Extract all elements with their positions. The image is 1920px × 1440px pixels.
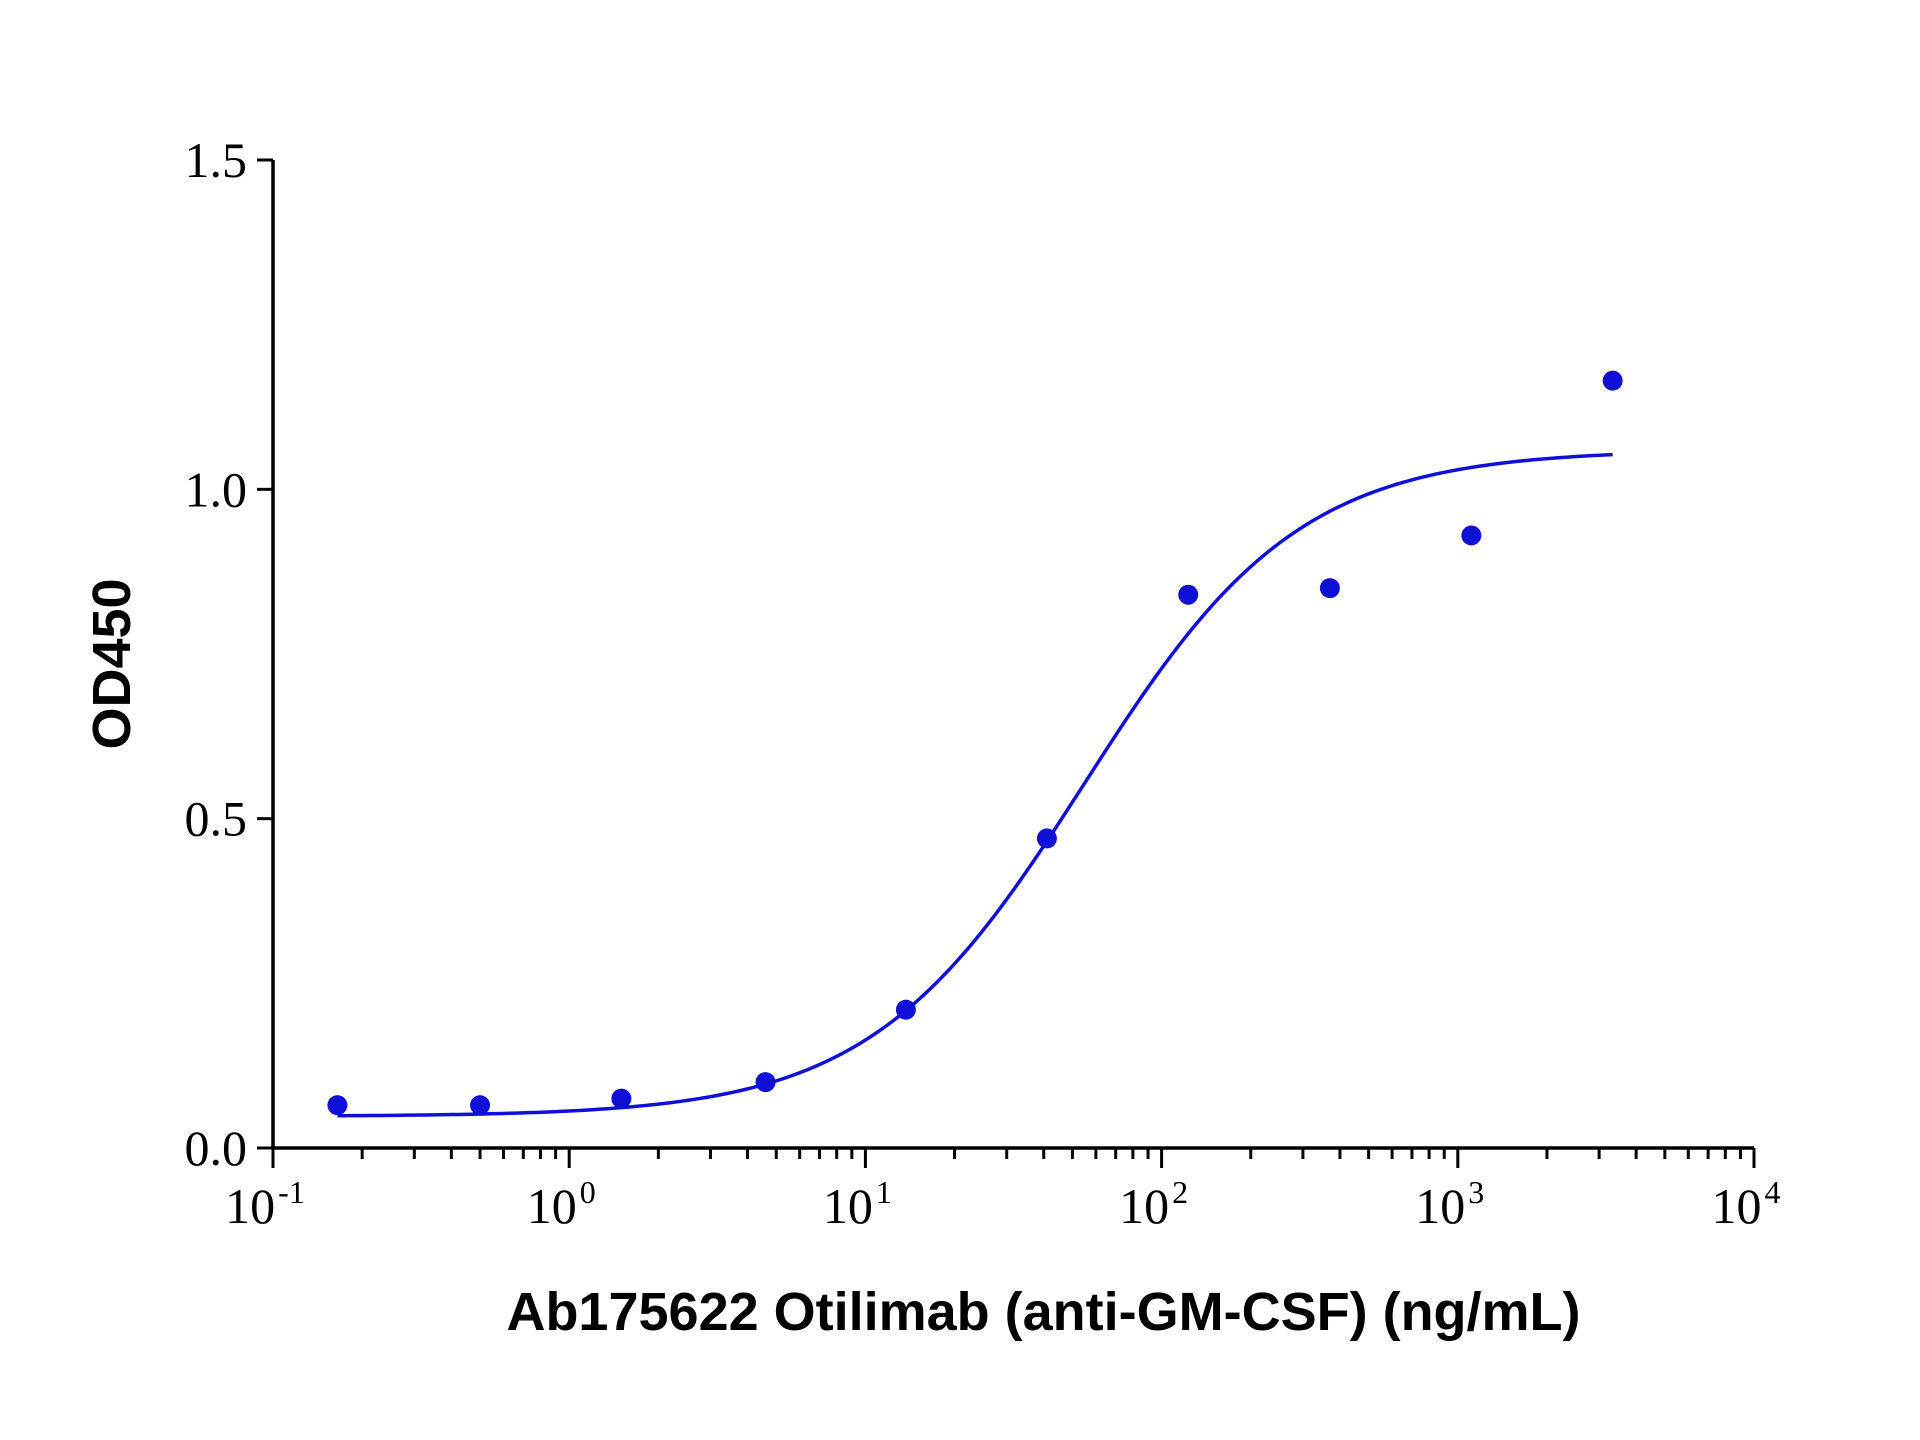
data-point xyxy=(1178,584,1199,605)
x-tick-label: 10-1 xyxy=(225,1174,305,1234)
y-ticks: 0.0 0.5 1.0 1.5 xyxy=(185,132,273,1176)
data-points xyxy=(327,370,1623,1116)
data-point xyxy=(327,1095,348,1116)
x-axis-title: Ab175622 Otilimab (anti-GM-CSF) (ng/mL) xyxy=(506,1282,1580,1342)
x-tick-label: 104 xyxy=(1712,1174,1781,1234)
x-tick-label: 100 xyxy=(527,1174,596,1234)
x-tick-label: 103 xyxy=(1415,1174,1484,1234)
axes xyxy=(271,160,1754,1150)
y-tick-label: 1.5 xyxy=(185,132,248,188)
data-point xyxy=(1319,578,1340,599)
data-point xyxy=(1602,370,1623,391)
data-point xyxy=(611,1088,632,1109)
x-ticks: 10-1 100 101 102 103 104 xyxy=(225,1148,1781,1234)
y-tick-label: 1.0 xyxy=(185,461,248,517)
x-tick-label: 102 xyxy=(1119,1174,1188,1234)
data-point xyxy=(895,999,916,1020)
data-point xyxy=(470,1095,491,1116)
y-tick-label: 0.5 xyxy=(185,791,248,847)
y-tick-label: 0.0 xyxy=(185,1120,248,1176)
data-point xyxy=(755,1072,776,1093)
data-point xyxy=(1461,525,1482,546)
data-point xyxy=(1036,828,1057,849)
fit-curve xyxy=(337,452,1613,1118)
x-tick-label: 101 xyxy=(823,1174,892,1234)
y-axis-title: OD450 xyxy=(82,578,142,749)
